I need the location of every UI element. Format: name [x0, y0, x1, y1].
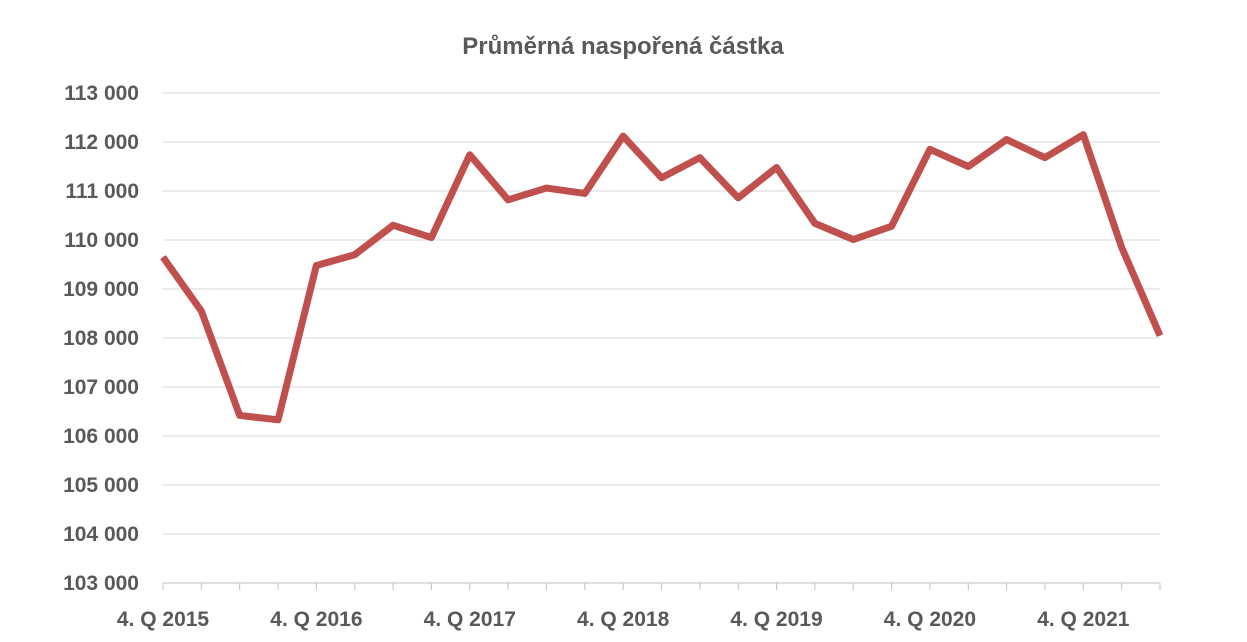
- y-tick-label: 112 000: [64, 131, 139, 154]
- data-point: [661, 177, 662, 179]
- data-point: [507, 199, 509, 201]
- y-tick-label: 106 000: [63, 425, 139, 448]
- y-tick-label: 113 000: [64, 82, 139, 105]
- data-point: [1006, 139, 1008, 141]
- series-layer: [160, 131, 1164, 424]
- y-tick-label: 108 000: [63, 327, 139, 350]
- data-point: [239, 414, 241, 416]
- y-tick-label: 110 000: [64, 229, 139, 252]
- y-tick-label: 109 000: [63, 278, 139, 301]
- data-point: [737, 197, 739, 199]
- data-point: [584, 192, 586, 194]
- data-point: [1082, 134, 1084, 136]
- y-axis-tick-labels: 103 000 104 000 105 000 106 000 107 000 108 0…: [63, 82, 139, 595]
- data-point: [315, 264, 317, 266]
- data-point: [967, 166, 969, 167]
- y-tick-label: 105 000: [63, 474, 139, 497]
- y-tick-label: 103 000: [63, 572, 139, 595]
- data-point: [891, 225, 893, 227]
- x-tick-label: 4. Q 2015: [117, 608, 210, 631]
- data-point: [354, 254, 356, 256]
- x-tick-label: 4. Q 2021: [1037, 608, 1130, 631]
- gridlines: [163, 92, 1160, 535]
- data-point: [392, 224, 394, 226]
- data-point: [1159, 335, 1161, 337]
- data-point: [162, 256, 164, 258]
- data-point: [699, 157, 701, 159]
- x-axis-tick-labels: 4. Q 2015 4. Q 2016 4. Q 2017 4. Q 2018 4. Q…: [117, 608, 1130, 631]
- data-point: [776, 166, 778, 168]
- y-tick-label: 111 000: [65, 180, 139, 203]
- data-point: [622, 135, 624, 137]
- data-point: [814, 222, 816, 224]
- x-tick-label: 4. Q 2017: [424, 608, 516, 631]
- x-axis: [162, 582, 1161, 590]
- data-point: [277, 419, 279, 421]
- y-tick-label: 107 000: [63, 376, 139, 399]
- data-point: [545, 187, 547, 189]
- y-tick-label: 104 000: [63, 523, 139, 546]
- chart-title: Průměrná naspořená částka: [462, 33, 784, 60]
- data-point: [929, 148, 931, 150]
- data-point: [430, 237, 432, 239]
- x-tick-label: 4. Q 2020: [884, 608, 976, 631]
- data-point: [852, 239, 854, 241]
- data-point: [1121, 246, 1123, 248]
- data-point: [469, 154, 471, 156]
- data-point: [200, 310, 202, 312]
- x-tick-label: 4. Q 2019: [730, 608, 822, 631]
- data-point: [1044, 157, 1046, 159]
- x-tick-label: 4. Q 2018: [577, 608, 670, 631]
- x-tick-label: 4. Q 2016: [270, 608, 362, 631]
